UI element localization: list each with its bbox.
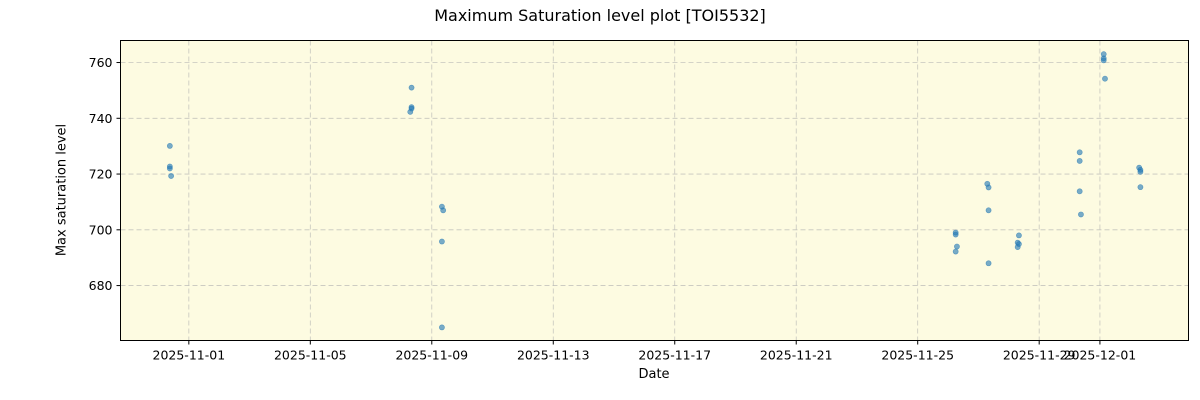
- data-point: [166, 165, 173, 172]
- y-tick-label: 760: [89, 55, 113, 70]
- data-point: [1076, 149, 1083, 156]
- data-point: [1137, 184, 1144, 191]
- data-point: [1014, 244, 1021, 250]
- data-point: [954, 243, 960, 250]
- x-tick-label: 2025-11-29: [1003, 348, 1076, 363]
- y-tick-label: 680: [89, 278, 113, 293]
- data-point: [1078, 211, 1084, 218]
- x-tick-label: 2025-11-09: [395, 348, 468, 363]
- data-point: [166, 142, 173, 149]
- data-point: [440, 207, 447, 214]
- data-point: [1137, 168, 1144, 175]
- data-point: [985, 207, 992, 214]
- x-tick-label: 2025-11-01: [153, 348, 226, 363]
- x-tick-label: 2025-11-17: [638, 348, 711, 363]
- grid-lines: [120, 40, 1189, 341]
- x-axis-label: Date: [638, 367, 670, 382]
- x-axis-ticks: 2025-11-01 2025-11-05 2025-11-09 2025-11-13…: [153, 340, 1137, 363]
- x-tick-label: 2025-12-01: [1064, 348, 1137, 363]
- data-point: [1076, 188, 1083, 195]
- x-tick-label: 2025-11-05: [274, 348, 347, 363]
- plot-frame: [120, 40, 1189, 341]
- y-tick-label: 720: [89, 167, 113, 182]
- data-point: [408, 84, 415, 91]
- data-point: [168, 173, 175, 179]
- data-point: [952, 231, 959, 238]
- chart-title: Maximum Saturation level plot [TOI5532]: [434, 6, 766, 25]
- y-axis-ticks: 680 700 720 740 760: [89, 55, 121, 293]
- x-tick-label: 2025-11-25: [881, 348, 954, 363]
- data-point: [985, 260, 992, 267]
- data-point: [439, 324, 445, 331]
- data-point: [1100, 57, 1107, 64]
- y-tick-label: 740: [89, 111, 113, 126]
- y-tick-label: 700: [89, 222, 113, 237]
- data-point: [1076, 158, 1083, 164]
- data-point: [1102, 75, 1108, 82]
- data-point: [985, 184, 992, 191]
- data-point: [407, 108, 414, 115]
- x-tick-label: 2025-11-13: [517, 348, 590, 363]
- data-point: [1016, 232, 1022, 239]
- data-point: [439, 238, 445, 245]
- data-points: [166, 51, 1144, 331]
- x-tick-label: 2025-11-21: [760, 348, 833, 363]
- plot-area: [120, 40, 1189, 341]
- data-point: [952, 248, 959, 255]
